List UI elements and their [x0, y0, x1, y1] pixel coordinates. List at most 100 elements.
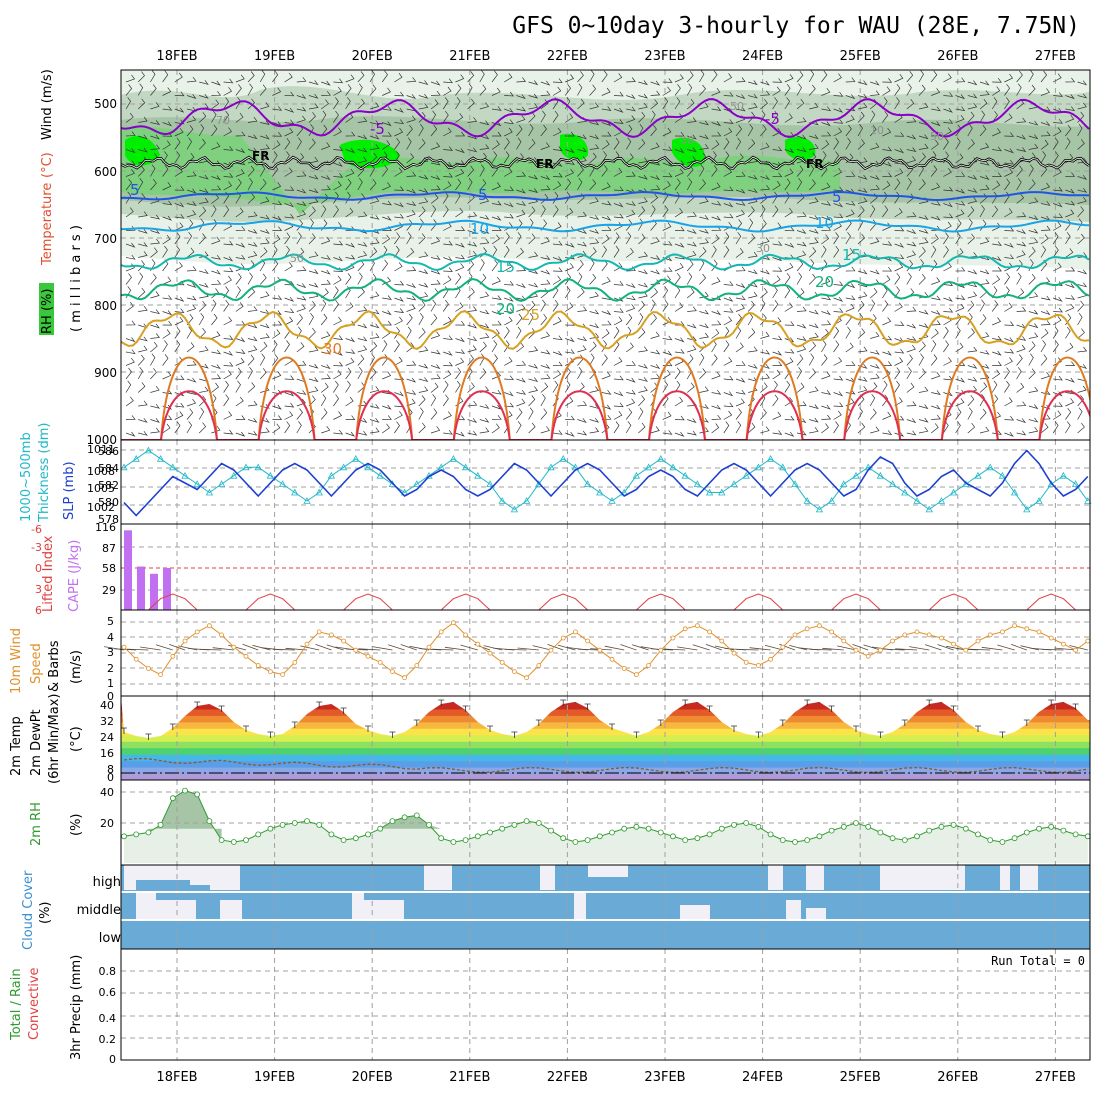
wind-barb	[1028, 292, 1039, 299]
wind-barb	[662, 240, 673, 246]
thickness-marker	[705, 488, 714, 496]
wind-barb	[918, 386, 929, 393]
rh2m-point	[243, 837, 249, 843]
wind-barb	[174, 202, 185, 208]
wind-barb	[723, 186, 734, 192]
wind-barb	[955, 398, 965, 407]
wind-barb	[138, 251, 148, 258]
wind10m-barb	[789, 645, 808, 651]
ylabel-cloud-unit: (%)	[38, 902, 53, 925]
temp-minmax-mark	[169, 723, 176, 730]
wind-barb	[1040, 139, 1049, 150]
wind-barb	[430, 205, 437, 218]
wind-barb	[735, 361, 746, 366]
wind-barb	[382, 371, 392, 380]
wind-barb	[784, 337, 795, 343]
upper-panel-fills	[121, 70, 1090, 270]
wind-barb	[1053, 375, 1063, 381]
bottom-date-18feb: 18FEB	[156, 1070, 197, 1085]
wind10m-barb	[326, 644, 344, 651]
wind-barb	[711, 310, 722, 316]
wind-barb	[125, 242, 136, 248]
wind-barb	[296, 304, 306, 312]
wind-barb	[369, 341, 378, 353]
wind-barb	[418, 174, 429, 180]
wind-barb	[772, 266, 783, 272]
isotherm-minus5	[121, 98, 1090, 139]
wind-barb	[430, 349, 441, 355]
label-freezing-a: FR	[252, 149, 269, 163]
wind-barb	[699, 228, 709, 234]
panel-frames	[120, 69, 1091, 1061]
wind-barb	[613, 391, 624, 397]
wind-barb	[479, 196, 490, 204]
bottom-date-27feb: 27FEB	[1035, 1070, 1076, 1085]
wind-barb	[137, 83, 144, 96]
wind-barb	[711, 389, 722, 395]
wind-barb	[833, 119, 844, 124]
wind-barb	[857, 407, 863, 420]
wind-barb	[1089, 432, 1090, 434]
wind-barb	[564, 380, 571, 393]
rh2m-point	[450, 839, 457, 845]
wind-barb	[443, 411, 452, 420]
wind-barb	[772, 369, 781, 380]
wind10m-barb	[358, 648, 381, 651]
wind-barb	[808, 84, 816, 96]
wind-barb	[711, 200, 722, 206]
wind-barb	[992, 266, 1002, 272]
wind-barb	[772, 146, 783, 152]
wind-barb	[491, 320, 502, 326]
wind-barb	[906, 306, 917, 312]
wind-barb	[601, 70, 608, 83]
wind-barb	[772, 299, 779, 312]
wind-barb	[491, 182, 501, 191]
wind-barb	[430, 124, 438, 137]
wind-barb	[492, 226, 502, 231]
wind-barb	[552, 380, 559, 393]
wind-speed-point	[389, 669, 395, 674]
wind-speed-point	[450, 620, 456, 626]
wind-barb	[723, 340, 730, 353]
wind-barb	[699, 309, 709, 315]
wind-barb	[1065, 94, 1075, 100]
wind-barb	[796, 156, 807, 164]
wind-barb	[931, 310, 941, 316]
wind-barb	[882, 78, 893, 83]
thickness-marker	[913, 497, 921, 504]
wind-barb	[833, 402, 844, 407]
wind-barb	[357, 147, 368, 153]
wind-barb	[674, 348, 685, 354]
wind-barb	[235, 302, 244, 312]
p-500: 500	[94, 97, 117, 111]
wind-barb	[601, 131, 612, 137]
wind-barb	[284, 119, 295, 125]
wind-barb	[540, 269, 551, 275]
wind-barb	[601, 328, 610, 339]
wind-barb	[796, 272, 803, 285]
wind-barb	[162, 371, 172, 380]
wind-barb	[382, 415, 392, 420]
ylabel-millibars: ( m i l l i b a r s )	[69, 225, 84, 332]
wind-barb	[320, 99, 329, 110]
wind-barb	[418, 218, 424, 231]
wind-speed-point	[780, 644, 786, 650]
rh2m-point	[389, 818, 396, 824]
wind-barb	[345, 84, 352, 96]
wind-barb	[125, 337, 136, 343]
wind-barb	[296, 137, 302, 150]
wind-barb	[943, 73, 952, 83]
slp-tick-1005: 1005	[87, 482, 115, 495]
isotherm-10	[121, 219, 1090, 233]
wind-barb	[979, 349, 990, 355]
wind-barb	[1077, 252, 1088, 258]
wind-barb	[503, 137, 510, 150]
rh2m-point	[523, 818, 530, 824]
wind10m-barb	[126, 648, 149, 651]
wind-barb	[638, 407, 644, 420]
wind-barb	[247, 287, 256, 299]
temp-minmax-mark	[804, 699, 811, 706]
wind-barb	[1028, 228, 1039, 234]
wind-barb	[491, 215, 502, 221]
wind-barb	[418, 103, 429, 110]
